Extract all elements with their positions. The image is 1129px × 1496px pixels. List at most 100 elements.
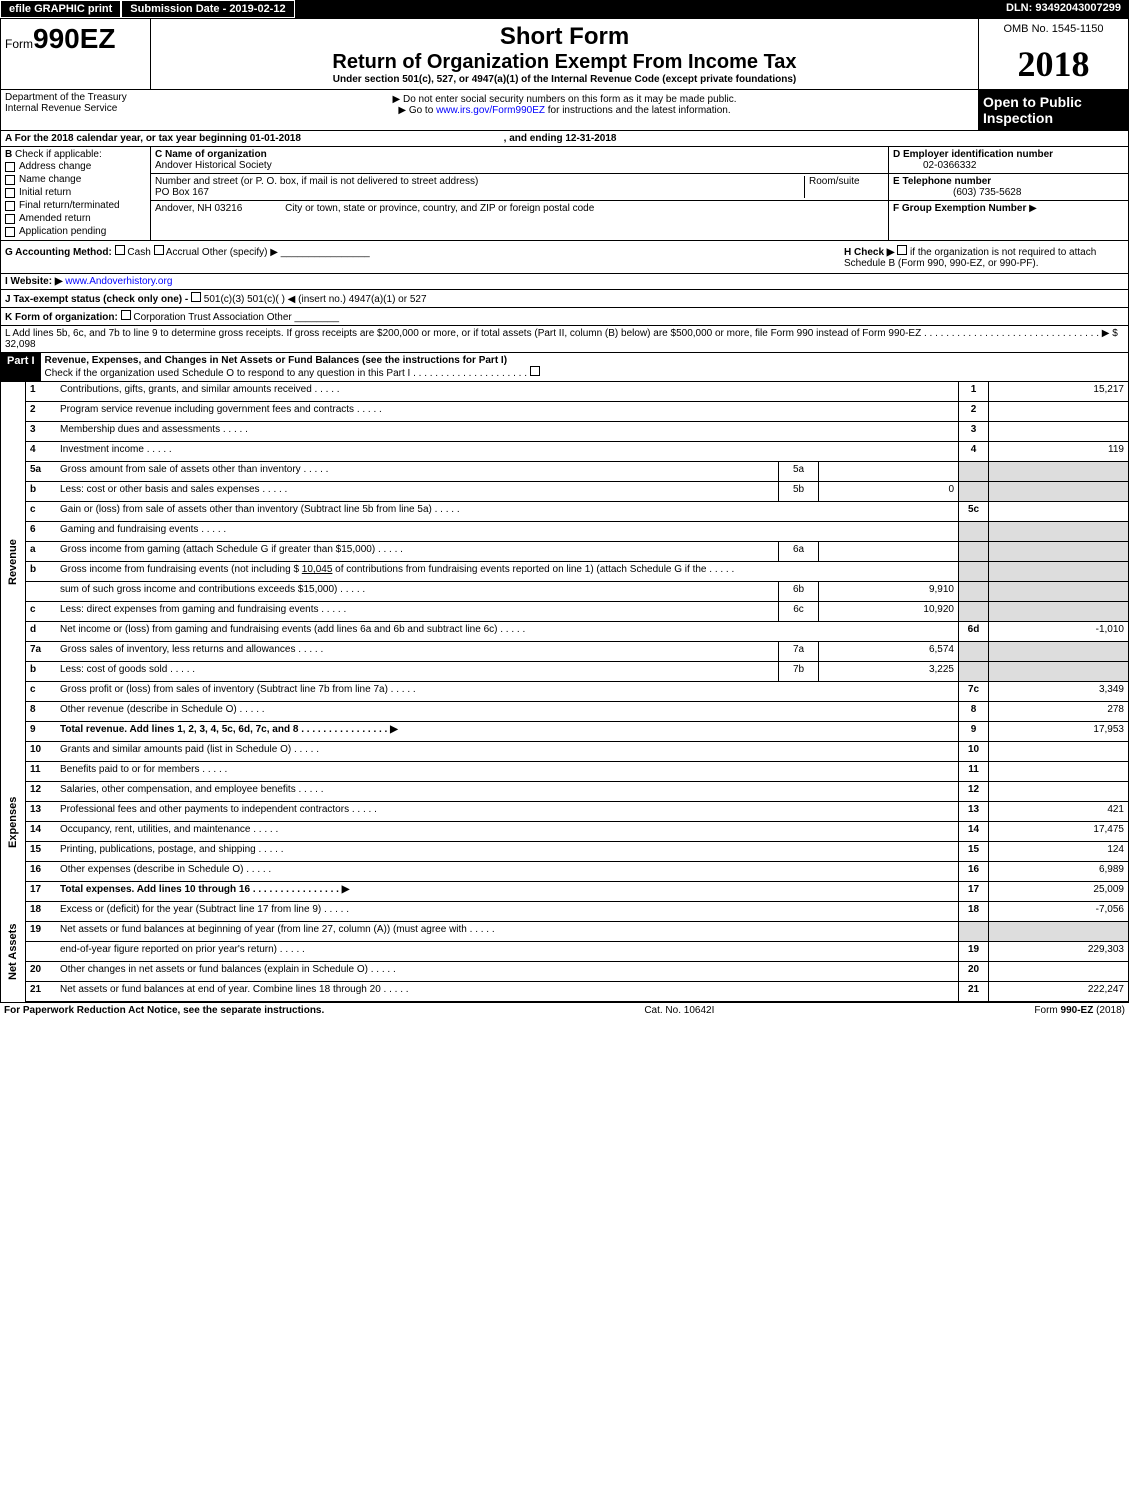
sub-value: 3,225 [818,662,958,681]
irs-link[interactable]: www.irs.gov/Form990EZ [436,105,545,116]
expenses-section: Expenses 10Grants and similar amounts pa… [0,742,1129,902]
line-desc: Total expenses. Add lines 10 through 16 … [56,882,958,901]
line-desc: Less: cost or other basis and sales expe… [56,482,778,501]
num-col-grey [958,562,988,581]
line-value [988,402,1128,421]
val-col-grey [988,462,1128,481]
k-label: K Form of organization: [5,312,118,323]
check-label: Amended return [19,213,91,224]
cash-checkbox[interactable] [115,245,125,255]
num-col-grey [958,482,988,501]
line-num-col: 17 [958,882,988,901]
line-no: 7a [26,642,56,661]
topbar: efile GRAPHIC print Submission Date - 20… [0,0,1129,18]
short-form-title: Short Form [155,23,974,51]
line-desc: Net income or (loss) from gaming and fun… [56,622,958,641]
check-initial-return[interactable] [5,188,15,198]
line-desc: Contributions, gifts, grants, and simila… [56,382,958,401]
line-value: -7,056 [988,902,1128,921]
line-num-col: 12 [958,782,988,801]
line-desc: Gaming and fundraising events . . . . . [56,522,958,541]
row-j: J Tax-exempt status (check only one) - 5… [0,290,1129,308]
h-label: H Check ▶ [844,247,894,258]
num-col-grey [958,602,988,621]
form-header: Form990EZ Short Form Return of Organizat… [0,18,1129,90]
line-desc: Gross amount from sale of assets other t… [56,462,778,481]
line-num-col: 9 [958,722,988,741]
part1-header: Part I Revenue, Expenses, and Changes in… [0,353,1129,382]
submission-date-button[interactable]: Submission Date - 2019-02-12 [121,0,294,18]
line-desc: Other expenses (describe in Schedule O) … [56,862,958,881]
form-prefix: Form [5,37,33,51]
line-num-col: 1 [958,382,988,401]
line-value: 15,217 [988,382,1128,401]
val-col-grey [988,922,1128,941]
line-no: 3 [26,422,56,441]
line-num-col: 14 [958,822,988,841]
k-chk1[interactable] [121,310,131,320]
j-label: J Tax-exempt status (check only one) - [5,294,188,305]
check-name-change[interactable] [5,175,15,185]
line-no: 14 [26,822,56,841]
line-value: -1,010 [988,622,1128,641]
line-value: 6,989 [988,862,1128,881]
part1-checkbox[interactable] [530,366,540,376]
line-no: 2 [26,402,56,421]
dept-label: Department of the Treasury [5,92,147,103]
city-label: City or town, state or province, country… [285,203,594,214]
line-no: 11 [26,762,56,781]
line-value [988,782,1128,801]
f-arrow: ▶ [1029,203,1037,214]
website-link[interactable]: www.Andoverhistory.org [65,276,172,287]
line-no: 18 [26,902,56,921]
line-no: 16 [26,862,56,881]
line-desc: Grants and similar amounts paid (list in… [56,742,958,761]
open-public-badge: Open to Public Inspection [979,90,1128,130]
page-footer: For Paperwork Reduction Act Notice, see … [0,1002,1129,1018]
room-suite-label: Room/suite [804,176,884,198]
accrual-checkbox[interactable] [154,245,164,255]
line-no: a [26,542,56,561]
line-no: 1 [26,382,56,401]
line-no: b [26,562,56,581]
num-col-grey [958,522,988,541]
row-g-h: G Accounting Method: Cash Accrual Other … [0,241,1129,274]
line-value [988,762,1128,781]
line-num-col: 21 [958,982,988,1001]
h-checkbox[interactable] [897,245,907,255]
val-col-grey [988,542,1128,561]
line-value: 119 [988,442,1128,461]
g-label: G Accounting Method: [5,247,112,258]
line-desc: Other changes in net assets or fund bala… [56,962,958,981]
line-num-col: 18 [958,902,988,921]
check-application-pending[interactable] [5,227,15,237]
phone-value: (603) 735-5628 [953,187,1021,198]
goto-note: Go to www.irs.gov/Form990EZ for instruct… [155,105,974,116]
num-col-grey [958,662,988,681]
line-num-col: 15 [958,842,988,861]
j-chk1[interactable] [191,292,201,302]
line-value: 229,303 [988,942,1128,961]
line-desc: Salaries, other compensation, and employ… [56,782,958,801]
tax-year: 2018 [983,43,1124,85]
sub-line-no: 6b [778,582,818,601]
check-address-change[interactable] [5,162,15,172]
line-num-col: 10 [958,742,988,761]
c-label: C Name of organization [155,149,267,160]
efile-print-button[interactable]: efile GRAPHIC print [0,0,121,18]
line-num-col: 6d [958,622,988,641]
city-value: Andover, NH 03216 [155,203,242,214]
line-no: 15 [26,842,56,861]
check-label: Final return/terminated [19,200,120,211]
line-value: 17,953 [988,722,1128,741]
i-label: I Website: ▶ [5,276,63,287]
line-no: d [26,622,56,641]
accrual-label: Accrual [166,247,199,258]
line-desc: Gross sales of inventory, less returns a… [56,642,778,661]
f-label: F Group Exemption Number [893,203,1026,214]
check-final-return/terminated[interactable] [5,201,15,211]
line-value [988,422,1128,441]
line-no: 20 [26,962,56,981]
line-desc: Printing, publications, postage, and shi… [56,842,958,861]
check-amended-return[interactable] [5,214,15,224]
